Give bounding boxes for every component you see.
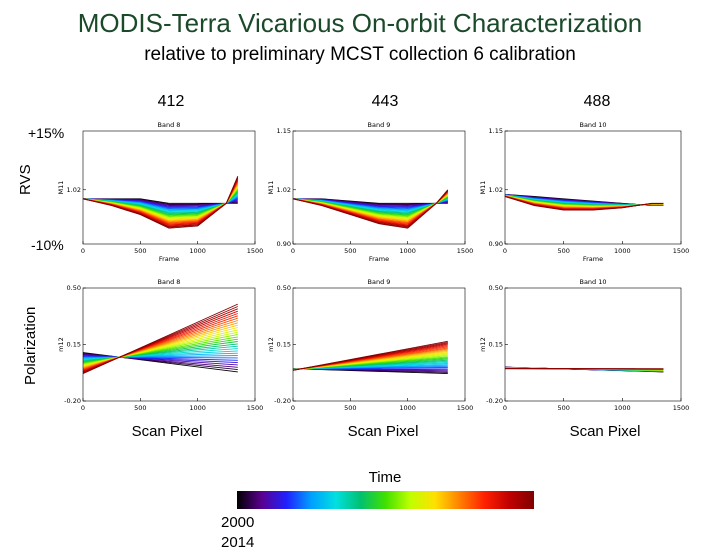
pol-band10-xtick-label-1500: 1500: [673, 404, 690, 412]
pol-band9-axes-frame: [293, 288, 465, 401]
rvs-band9-xtick-label-0: 0: [291, 247, 295, 255]
pol-band9-ylabel: m12: [267, 337, 275, 352]
pol-band9-xtick-label-0: 0: [291, 404, 295, 412]
pol-band8-ytick-label-0.15: 0.15: [67, 341, 81, 349]
rvs-band10-ytick-label-1.02: 1.02: [489, 186, 503, 194]
rvs-band8-xlabel: Frame: [159, 255, 179, 263]
rvs-band10-xlabel: Frame: [583, 255, 603, 263]
pol-band9-xtick-label-1500: 1500: [457, 404, 474, 412]
pol-band10-axes-frame: [505, 288, 681, 401]
time-label: Time: [350, 469, 420, 486]
year-end-label: 2014: [221, 534, 254, 551]
rvs-band10-ytick-label-1.15: 1.15: [489, 127, 503, 135]
pol-band10-ytick-label-0.15: 0.15: [489, 341, 503, 349]
pol-band9-title: Band 9: [368, 278, 391, 286]
time-colorbar: [237, 491, 534, 509]
pol-band8-xtick-label-500: 500: [134, 404, 146, 412]
rvs-band9-xtick-label-1500: 1500: [457, 247, 474, 255]
scan-pixel-label-1: Scan Pixel: [107, 423, 227, 440]
pol-band9-xtick-label-1000: 1000: [399, 404, 416, 412]
pol-band8-ylabel: m12: [57, 337, 65, 352]
pol-band9-ytick-label--0.20: -0.20: [274, 397, 291, 405]
rvs-band9-axes-frame: [293, 131, 465, 244]
pol-band10-xtick-label-0: 0: [503, 404, 507, 412]
pol-band10-xtick-label-500: 500: [557, 404, 569, 412]
rvs-band10-title: Band 10: [579, 121, 606, 129]
rvs-band10-xtick-label-1000: 1000: [614, 247, 631, 255]
rvs-band10-axes-frame: [505, 131, 681, 244]
rvs-band8-ytick-label-1.02: 1.02: [67, 186, 81, 194]
rvs-band9-ylabel: M11: [267, 181, 275, 195]
rvs-band8-ylabel: M11: [57, 181, 65, 195]
pol-band8-xtick-label-1500: 1500: [247, 404, 264, 412]
pol-band8-xtick-label-0: 0: [81, 404, 85, 412]
pol-band10-ylabel: m12: [479, 337, 487, 352]
pol-band8-xtick-label-1000: 1000: [189, 404, 206, 412]
rvs-band10-xtick-label-0: 0: [503, 247, 507, 255]
pol-band9-xtick-label-500: 500: [344, 404, 356, 412]
rvs-band8-title: Band 8: [158, 121, 181, 129]
pol-band9-ytick-label-0.50: 0.50: [277, 284, 291, 292]
rvs-band9-xtick-label-500: 500: [344, 247, 356, 255]
rvs-band10-xtick-label-500: 500: [557, 247, 569, 255]
rvs-band9-xtick-label-1000: 1000: [399, 247, 416, 255]
pol-band8-title: Band 8: [158, 278, 181, 286]
pol-band8-ytick-label-0.50: 0.50: [67, 284, 81, 292]
scan-pixel-label-2: Scan Pixel: [323, 423, 443, 440]
rvs-band8-xtick-label-1500: 1500: [247, 247, 264, 255]
rvs-band10-xtick-label-1500: 1500: [673, 247, 690, 255]
rvs-band9-ytick-label-1.02: 1.02: [277, 186, 291, 194]
pol-band9-ytick-label-0.15: 0.15: [277, 341, 291, 349]
pol-band10-title: Band 10: [579, 278, 606, 286]
rvs-band8-xtick-label-500: 500: [134, 247, 146, 255]
rvs-band10-ylabel: M11: [479, 181, 487, 195]
rvs-band8-xtick-label-1000: 1000: [189, 247, 206, 255]
year-start-label: 2000: [221, 514, 254, 531]
rvs-band9-ytick-label-1.15: 1.15: [277, 127, 291, 135]
pol-band10-xtick-label-1000: 1000: [614, 404, 631, 412]
rvs-band9-xlabel: Frame: [369, 255, 389, 263]
pol-band10-ytick-label--0.20: -0.20: [486, 397, 503, 405]
scan-pixel-label-3: Scan Pixel: [545, 423, 665, 440]
pol-band10-ytick-label-0.50: 0.50: [489, 284, 503, 292]
pol-band8-ytick-label--0.20: -0.20: [64, 397, 81, 405]
rvs-band8-xtick-label-0: 0: [81, 247, 85, 255]
rvs-band9-title: Band 9: [368, 121, 391, 129]
rvs-band9-ytick-label-0.90: 0.90: [277, 240, 291, 248]
rvs-band10-ytick-label-0.90: 0.90: [489, 240, 503, 248]
